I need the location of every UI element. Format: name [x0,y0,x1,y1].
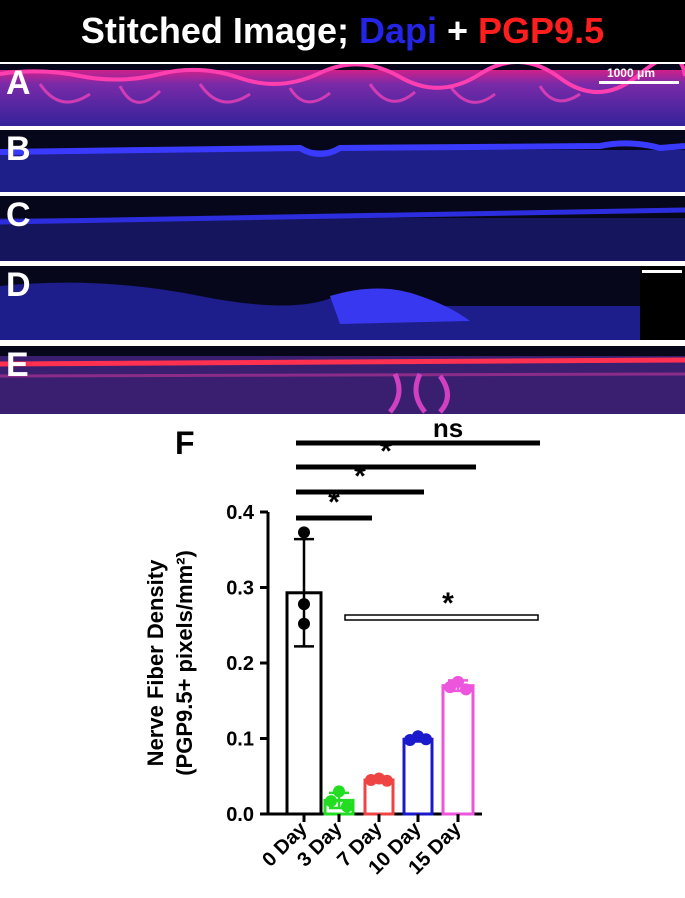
banner-pgp-text: PGP9.5 [478,10,605,51]
data-point [333,785,345,798]
y-tick-label: 0.1 [226,729,254,751]
bar [441,684,475,816]
panel-e-tissue [0,356,685,414]
banner-title: Stitched Image; Dapi + PGP9.5 [0,0,685,62]
panel-b-image: B [0,130,685,192]
data-point [298,598,310,611]
panel-d-tissue [0,266,685,340]
data-point [298,617,310,630]
panel-f-label: F [175,425,195,461]
significance-bar [344,614,539,621]
bar [402,737,434,816]
panel-b-tissue [0,140,685,192]
data-point [298,526,310,539]
banner-dapi-text: Dapi [358,10,437,51]
banner-plus-text: + [436,10,479,51]
scale-bar [599,81,679,84]
panel-d-image: D [0,266,685,340]
panel-c-image: C [0,196,685,261]
panel-a-image: A 1000 μm [0,64,685,126]
panel-c-tissue [0,207,685,261]
significance-label: * [328,486,340,519]
panel-e-label: E [6,346,29,384]
panel-c-label: C [6,196,31,234]
scale-bar-label: 1000 μm [606,66,655,80]
data-point [420,733,432,746]
panel-a-label: A [6,64,31,102]
significance-label: * [380,435,392,468]
title-banner: Stitched Image; Dapi + PGP9.5 [0,0,685,62]
data-point [460,683,472,696]
data-point [341,800,353,813]
y-tick-label: 0.0 [226,804,254,826]
panel-d-label: D [6,266,31,304]
data-point [365,774,377,787]
panel-e-image: E [0,346,685,414]
bar-chart: 0.0 0.1 0.2 0.3 0.4 Nerve Fiber Density (PGP9.… [143,413,540,879]
significance-label: * [354,460,366,493]
y-tick-label: 0.2 [226,653,254,675]
y-axis-label-line1: Nerve Fiber Density [143,559,168,766]
banner-title-text: Stitched Image; [80,10,359,51]
y-tick-label: 0.3 [226,578,254,600]
data-point [325,795,337,808]
panel-b-label: B [6,130,31,168]
y-tick-label: 0.4 [226,502,255,524]
significance-label: ns [433,413,463,443]
y-axis-label-line2: (PGP9.5+ pixels/mm²) [172,550,197,776]
panel-a-tissue [0,64,685,126]
data-point [404,734,416,747]
data-point [381,774,393,787]
data-point [444,681,456,694]
significance-label: * [442,587,454,620]
